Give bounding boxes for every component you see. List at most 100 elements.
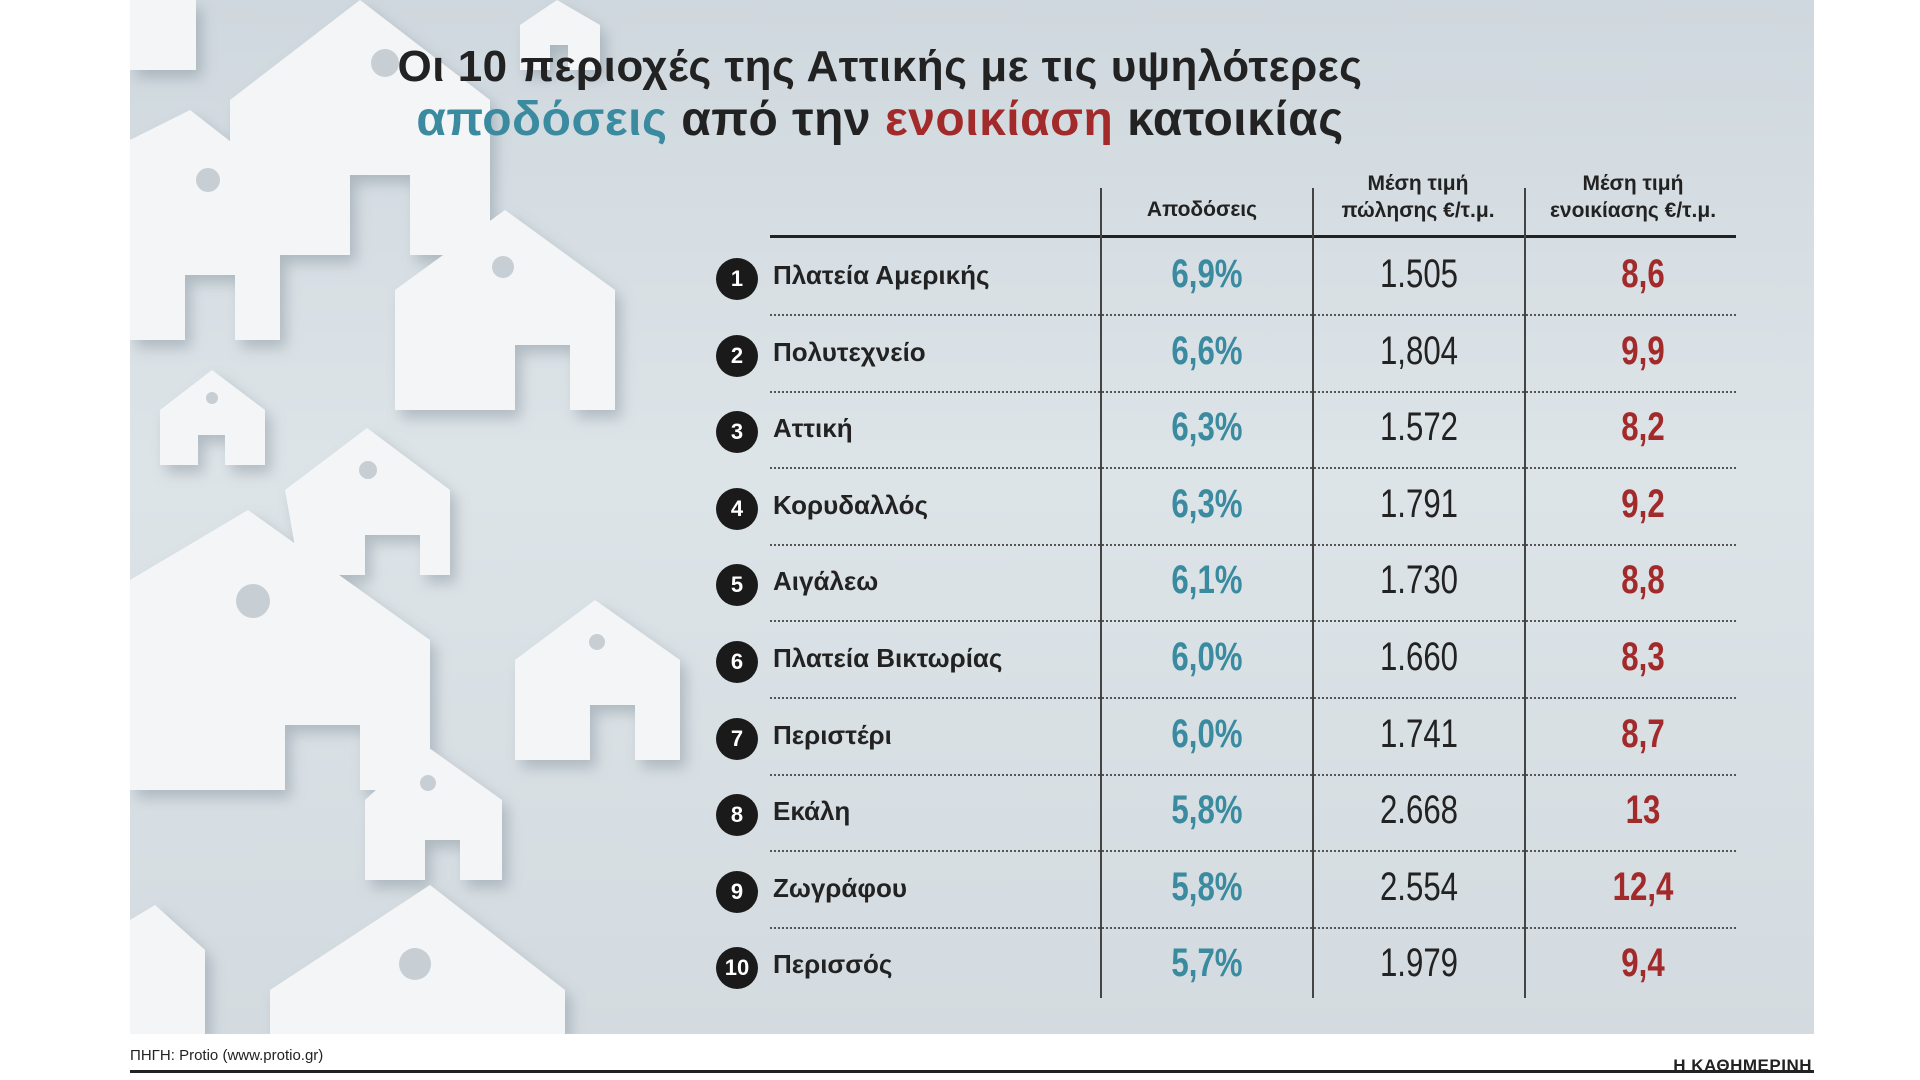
rent-price-value: 9,2 (1621, 481, 1665, 526)
title-highlight-rent: ενοικίαση (884, 93, 1114, 146)
sale-price-value: 2.554 (1379, 864, 1459, 909)
rent-price-value: 8,7 (1621, 711, 1665, 756)
rank-badge: 1 (716, 258, 758, 300)
house-window (236, 584, 270, 618)
rank-badge: 9 (716, 870, 758, 913)
rent-price-value: 9,4 (1621, 941, 1665, 986)
publisher-brand: Η ΚΑΘΗΜΕΡΙΝΗ (1673, 1056, 1812, 1075)
area-name: Αττική (773, 413, 853, 444)
sale-price-value: 1.979 (1379, 941, 1459, 986)
rank-badge: 6 (716, 641, 758, 683)
yield-value: 6,9% (1171, 252, 1243, 296)
header-rule (770, 235, 1736, 238)
rank-badge: 2 (716, 334, 758, 377)
bottom-rule (130, 1070, 1814, 1073)
column-header-price-line1: Μέση τιμή (1367, 172, 1469, 195)
yield-value: 6,0% (1171, 635, 1243, 679)
house-shape (285, 428, 450, 575)
row-separator (770, 314, 1736, 316)
column-header-price: Μέση τιμή πώλησης €/τ.μ. (1318, 170, 1518, 224)
house-window (206, 392, 218, 404)
area-name: Πολυτεχνείο (773, 336, 926, 367)
rent-price-value: 13 (1625, 788, 1661, 833)
rank-badge: 7 (716, 717, 758, 760)
rent-price-value: 12,4 (1612, 864, 1674, 909)
row-separator (770, 773, 1736, 776)
row-separator (770, 390, 1736, 393)
houses-illustration (130, 0, 680, 1034)
house-shape (230, 0, 490, 255)
house-window (359, 461, 377, 479)
column-divider (1100, 188, 1102, 998)
column-header-rent-line2: ενοικίασης €/τ.μ. (1549, 199, 1717, 222)
yield-value: 5,8% (1171, 788, 1243, 833)
house-shape (160, 370, 265, 465)
column-divider (1524, 188, 1526, 998)
house-window (196, 168, 220, 192)
yield-value: 6,3% (1171, 481, 1243, 526)
yield-value: 5,8% (1171, 864, 1243, 909)
sale-price-value: 1.660 (1379, 635, 1459, 679)
rent-price-value: 9,9 (1621, 328, 1665, 373)
house-shape (365, 745, 502, 880)
yield-value: 5,7% (1171, 941, 1243, 986)
area-name: Πλατεία Αμερικής (773, 260, 990, 290)
column-header-yield: Αποδόσεις (1146, 198, 1258, 221)
yield-value: 6,3% (1171, 405, 1243, 450)
row-separator (770, 926, 1736, 929)
sale-price-value: 1.730 (1379, 558, 1459, 603)
title-text: κατοικίας (1113, 93, 1344, 146)
rank-badge: 8 (716, 794, 758, 837)
background-panel (130, 0, 1814, 1034)
area-name: Ζωγράφου (773, 872, 907, 903)
house-window (399, 948, 431, 980)
title-highlight-yields: αποδόσεις (416, 93, 668, 146)
house-shape (515, 600, 680, 760)
title-text: από την (667, 93, 885, 146)
sale-price-value: 1.791 (1379, 481, 1459, 526)
rent-price-value: 8,2 (1621, 405, 1665, 450)
column-header-price-line2: πώλησης €/τ.μ. (1341, 199, 1495, 222)
sale-price-value: 2.668 (1379, 788, 1459, 833)
area-name: Κορυδαλλός (773, 489, 929, 520)
house-window (371, 49, 399, 77)
sale-price-value: 1.741 (1379, 711, 1459, 756)
house-shape (130, 110, 280, 340)
row-separator (770, 543, 1736, 546)
row-separator (770, 620, 1736, 623)
chart-title-line2: αποδόσεις από την ενοικίαση κατοικίας (150, 92, 1610, 147)
rank-badge: 4 (716, 487, 758, 530)
column-header-rent: Μέση τιμή ενοικίασης €/τ.μ. (1528, 170, 1738, 224)
sale-price-value: 1,804 (1379, 328, 1459, 373)
house-shape (130, 905, 205, 1034)
house-window (492, 256, 514, 278)
yield-value: 6,1% (1171, 558, 1243, 603)
sale-price-value: 1.572 (1379, 405, 1459, 450)
area-name: Αιγάλεω (773, 566, 879, 597)
rent-price-value: 8,3 (1621, 635, 1665, 679)
house-shape (395, 210, 615, 410)
area-name: Περιστέρι (773, 719, 892, 750)
rank-badge: 10 (716, 947, 758, 990)
area-name: Εκάλη (773, 796, 851, 827)
yield-value: 6,6% (1171, 328, 1243, 373)
sale-price-value: 1.505 (1379, 252, 1459, 296)
row-separator (770, 467, 1736, 470)
area-name: Περισσός (773, 949, 893, 980)
row-separator (770, 697, 1736, 699)
house-shape (130, 510, 430, 790)
chart-title-line1: Οι 10 περιοχές της Αττικής με τις υψηλότ… (397, 42, 1363, 91)
source-note: ΠΗΓΗ: Protio (www.protio.gr) (130, 1047, 324, 1064)
house-window (420, 775, 436, 791)
area-name: Πλατεία Βικτωρίας (773, 643, 1003, 673)
rank-badge: 3 (716, 411, 758, 454)
rent-price-value: 8,8 (1621, 558, 1665, 603)
rent-price-value: 8,6 (1621, 252, 1665, 296)
column-header-rent-line1: Μέση τιμή (1582, 172, 1684, 195)
house-window (589, 634, 605, 650)
rank-badge: 5 (716, 564, 758, 607)
house-shape (520, 0, 600, 70)
yield-value: 6,0% (1171, 711, 1243, 756)
row-separator (770, 850, 1736, 853)
column-divider (1312, 188, 1314, 998)
